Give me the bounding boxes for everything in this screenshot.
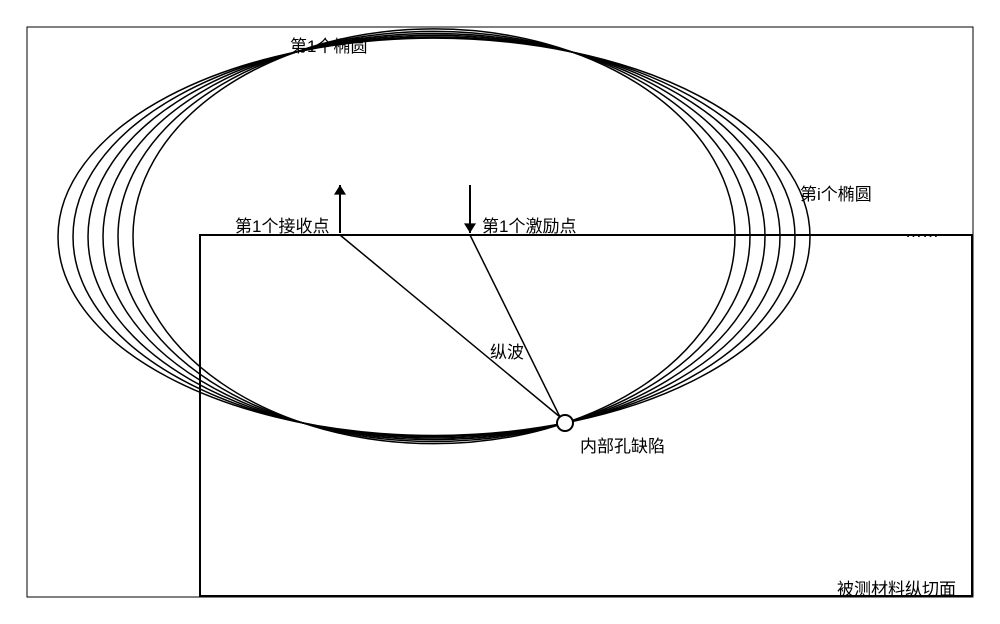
label-ellipse-i: 第i个椭圆 [800, 180, 872, 205]
label-section: 被测材料纵切面 [837, 575, 956, 600]
label-ellipse-first: 第1个椭圆 [290, 32, 367, 57]
label-dots: …… [905, 222, 939, 242]
label-excite-point: 第1个激励点 [482, 212, 576, 237]
label-receive-point: 第1个接收点 [235, 212, 329, 237]
diagram-svg [0, 0, 1000, 624]
label-wave: 纵波 [490, 338, 524, 363]
label-defect: 内部孔缺陷 [580, 432, 665, 457]
